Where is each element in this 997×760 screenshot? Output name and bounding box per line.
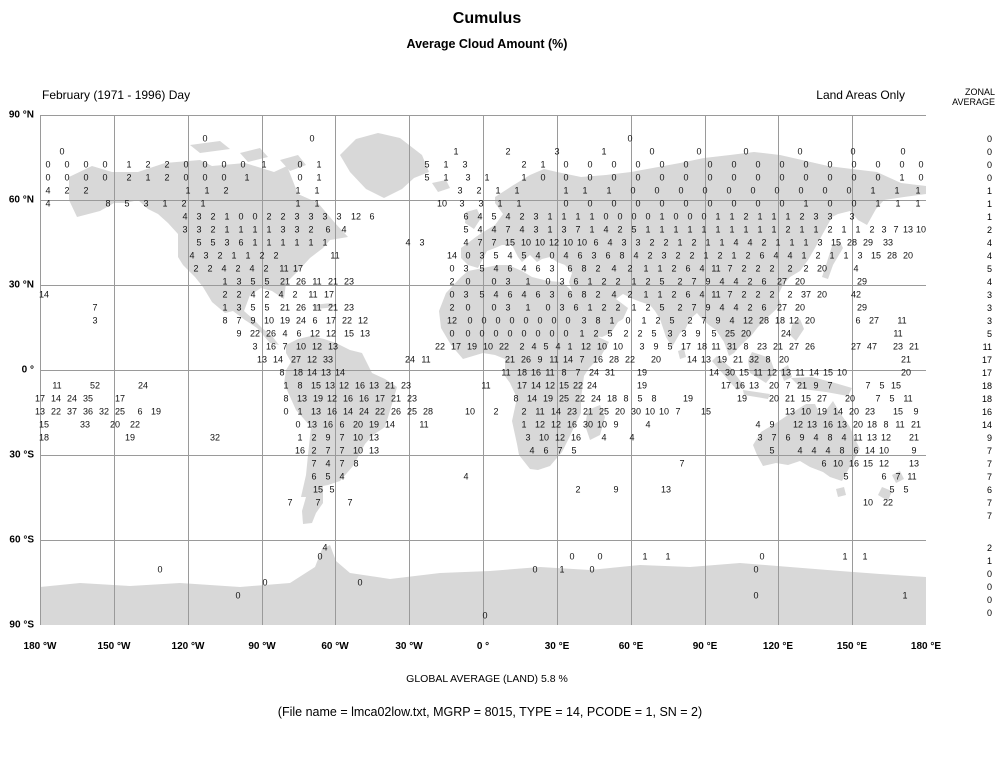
page-subtitle: Average Cloud Amount (%) (406, 37, 568, 51)
philippines-landmass (790, 319, 804, 341)
zonal-average-value: 3 (986, 316, 992, 326)
borneo-landmass (748, 352, 775, 383)
zonal-average-value: 7 (986, 511, 992, 521)
lat-tick-label: 90 °N (8, 109, 34, 121)
zonal-average-value: 2 (986, 225, 992, 235)
zonal-average-value: 4 (986, 251, 992, 261)
sulawesi-landmass (780, 365, 792, 381)
zonal-average-value: 7 (986, 498, 992, 508)
zonal-average-value: 3 (986, 290, 992, 300)
new-zealand-north-landmass (892, 471, 904, 483)
zonal-average-value: 1 (986, 212, 992, 222)
lon-tick-label: 30 °W (395, 641, 423, 652)
scope-label: Land Areas Only (816, 88, 905, 102)
lon-tick-label: 90 °E (692, 641, 718, 652)
java-landmass (743, 390, 770, 399)
lon-tick-label: 180 °W (23, 641, 57, 652)
lat-tick-label: 0 ° (21, 364, 34, 376)
cuba-landmass (312, 303, 336, 309)
lon-tick-label: 150 °W (97, 641, 131, 652)
zonal-average-value: 14 (981, 420, 992, 430)
zonal-header-line2: AVERAGE (952, 97, 995, 107)
period-label: February (1971 - 1996) Day (42, 88, 191, 102)
continents-layer (40, 133, 926, 625)
zonal-average-value: 2 (986, 543, 992, 553)
zonal-header-line1: ZONAL (964, 87, 995, 97)
british-isles-landmass (465, 209, 481, 229)
lon-tick-label: 60 °E (618, 641, 644, 652)
africa-landmass (439, 265, 609, 470)
zonal-average-value: 4 (986, 238, 992, 248)
new-guinea-landmass (791, 377, 852, 396)
arctic-island (280, 155, 306, 171)
lon-tick-label: 120 °W (171, 641, 205, 652)
zonal-average-value: 7 (986, 472, 992, 482)
iceland-landmass (432, 180, 450, 192)
zonal-average-value: 17 (981, 368, 992, 378)
zonal-average-value: 3 (986, 303, 992, 313)
zonal-average-value: 18 (981, 394, 992, 404)
zonal-average-value: 0 (986, 173, 992, 183)
zonal-average-value: 5 (986, 329, 992, 339)
map-plot (40, 115, 926, 625)
zonal-average-value: 7 (986, 446, 992, 456)
tasmania-landmass (836, 487, 846, 497)
lon-tick-label: 150 °E (836, 641, 868, 652)
eurasia-landmass (461, 152, 926, 356)
madagascar-landmass (585, 405, 605, 440)
sumatra-landmass (712, 356, 744, 390)
zonal-average-value: 18 (981, 381, 992, 391)
lat-tick-label: 30 °N (8, 279, 34, 291)
global-average-label: GLOBAL AVERAGE (LAND) 5.8 % (406, 673, 568, 685)
sri-lanka-landmass (678, 349, 686, 359)
zonal-average-value: 0 (986, 134, 992, 144)
zonal-average-value: 6 (986, 485, 992, 495)
lon-tick-label: 60 °W (321, 641, 349, 652)
file-info-label: (File name = lmca02low.txt, MGRP = 8015,… (277, 705, 703, 719)
lon-tick-label: 180 °E (910, 641, 942, 652)
south-america-landmass (284, 336, 397, 524)
page-title: Cumulus (452, 10, 522, 27)
world-map-svg (40, 115, 926, 625)
zonal-average-value: 5 (986, 264, 992, 274)
zonal-average-value: 11 (982, 342, 992, 352)
zonal-average-value: 1 (986, 556, 992, 566)
australia-landmass (753, 401, 860, 481)
lon-tick-label: 90 °W (248, 641, 276, 652)
zonal-average-value: 17 (981, 355, 992, 365)
lon-tick-label: 30 °E (544, 641, 570, 652)
lat-tick-label: 90 °S (9, 619, 34, 631)
zonal-average-value: 0 (986, 569, 992, 579)
arctic-island (190, 141, 230, 153)
lon-tick-label: 0 ° (476, 641, 490, 652)
zonal-average-value: 16 (981, 407, 992, 417)
lat-tick-label: 60 °N (8, 194, 34, 206)
zonal-average-value: 0 (986, 147, 992, 157)
north-america-landmass (69, 160, 348, 345)
zonal-average-header: ZONAL AVERAGE (930, 87, 995, 107)
arctic-island (240, 148, 268, 162)
zonal-average-value: 7 (986, 459, 992, 469)
zonal-average-value: 0 (986, 160, 992, 170)
lat-tick-label: 30 °S (9, 449, 34, 461)
zonal-average-value: 0 (986, 608, 992, 618)
graticule-grid (40, 115, 926, 625)
zonal-average-value: 1 (986, 186, 992, 196)
zonal-average-value: 1 (986, 199, 992, 209)
lat-tick-label: 60 °S (9, 534, 34, 546)
zonal-average-value: 0 (986, 582, 992, 592)
lon-tick-label: 120 °E (762, 641, 794, 652)
zonal-average-value: 9 (986, 433, 992, 443)
japan-landmass (822, 242, 843, 279)
greenland-landmass (340, 133, 429, 198)
zonal-average-value: 4 (986, 277, 992, 287)
zonal-average-value: 0 (986, 595, 992, 605)
new-zealand-south-landmass (878, 487, 892, 501)
